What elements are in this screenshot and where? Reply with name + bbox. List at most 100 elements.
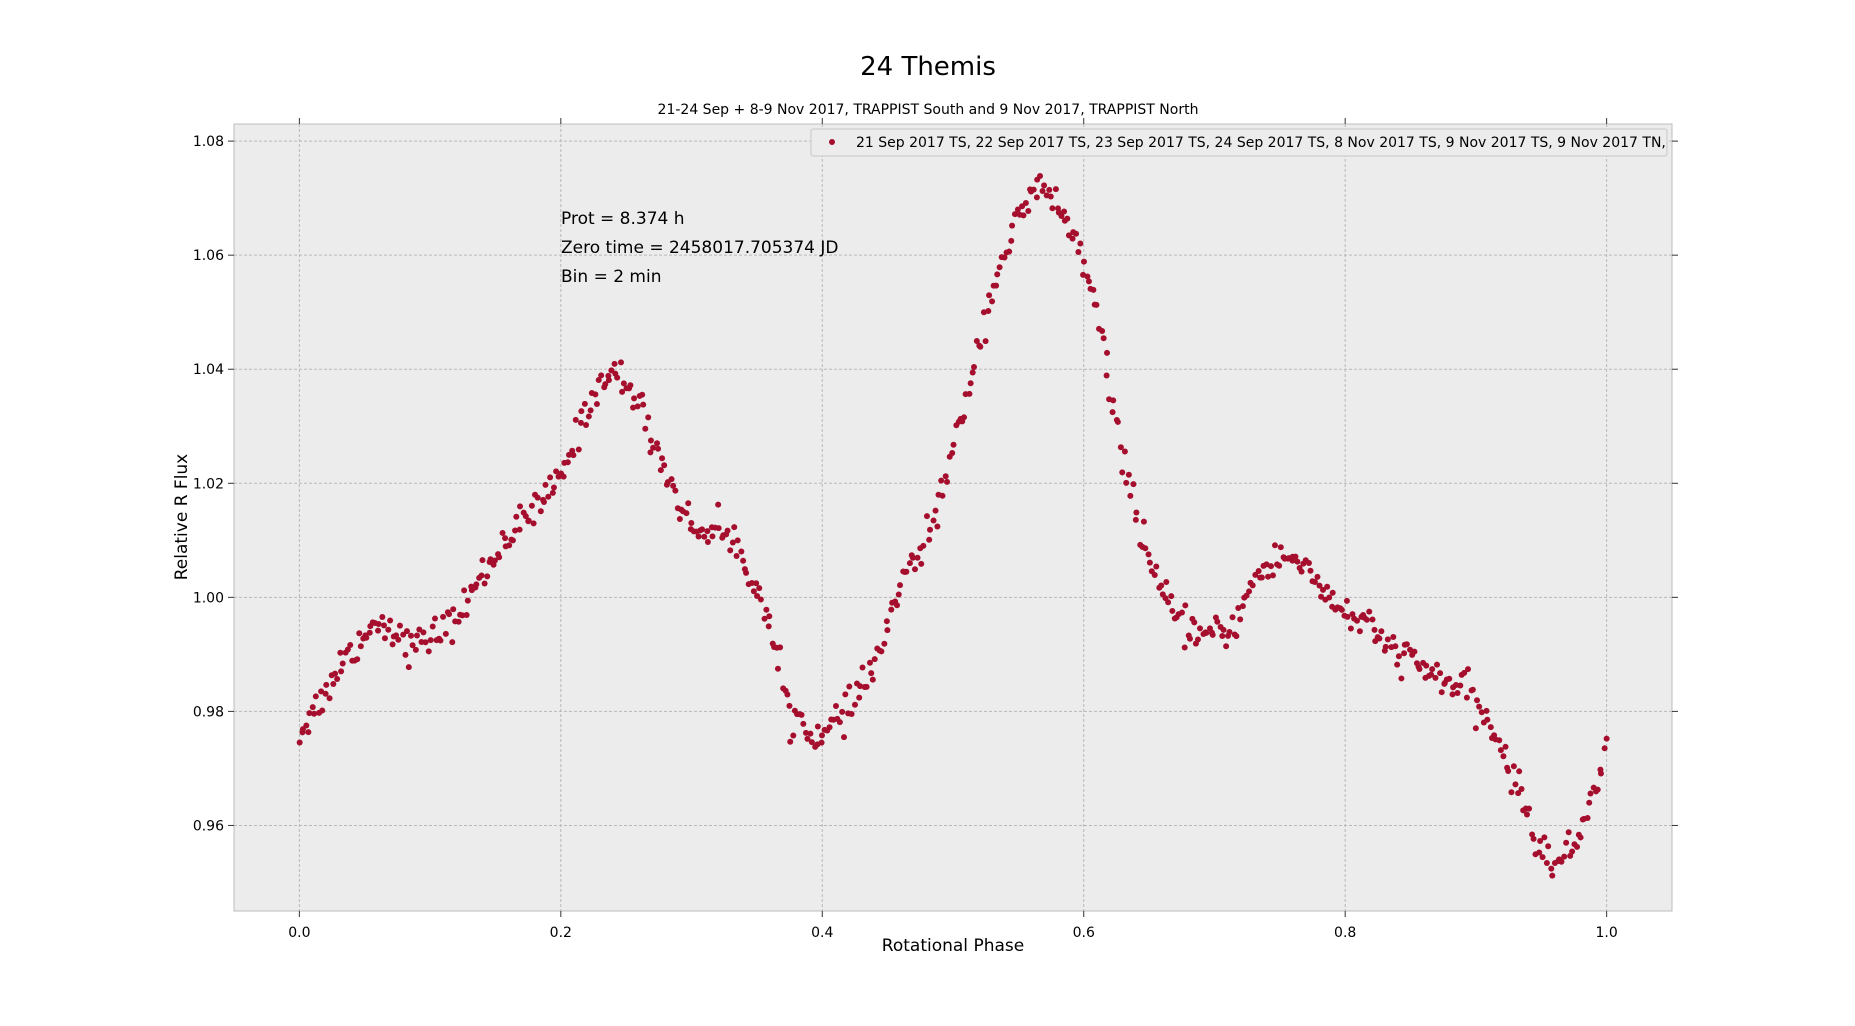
data-point xyxy=(967,380,974,387)
data-point xyxy=(1469,686,1476,693)
data-point xyxy=(1508,789,1515,796)
data-point xyxy=(499,529,506,536)
data-point xyxy=(1133,509,1140,516)
data-point xyxy=(1601,745,1608,752)
data-point xyxy=(647,449,654,456)
data-point xyxy=(484,573,491,580)
data-point xyxy=(509,537,516,544)
data-point xyxy=(1411,648,1418,655)
data-point xyxy=(642,425,649,432)
data-point xyxy=(857,683,864,690)
data-point xyxy=(1539,854,1546,861)
y-tick-label: 1.02 xyxy=(193,476,224,492)
data-point xyxy=(851,701,858,708)
data-point xyxy=(1461,669,1468,676)
data-point xyxy=(731,524,738,531)
data-point xyxy=(906,560,913,567)
data-point xyxy=(709,533,716,540)
chart-title: 24 Themis xyxy=(860,52,996,82)
data-point xyxy=(657,467,664,474)
data-point xyxy=(385,626,392,633)
data-point xyxy=(1563,839,1570,846)
data-point xyxy=(926,536,933,543)
data-point xyxy=(1505,768,1512,775)
data-point xyxy=(895,591,902,598)
data-point xyxy=(1429,666,1436,673)
annotation-text: Prot = 8.374 h Zero time = 2458017.70537… xyxy=(561,209,839,287)
data-point xyxy=(774,665,781,672)
data-point xyxy=(318,688,325,695)
data-point xyxy=(366,629,373,636)
data-point xyxy=(1020,212,1027,219)
data-point xyxy=(380,622,387,629)
data-point xyxy=(449,639,456,646)
data-point xyxy=(1145,551,1152,558)
data-point xyxy=(1530,835,1537,842)
data-point xyxy=(1329,589,1336,596)
data-point xyxy=(1449,691,1456,698)
data-point xyxy=(1314,573,1321,580)
data-point xyxy=(659,455,666,462)
data-point xyxy=(841,734,847,741)
data-point xyxy=(354,656,361,663)
data-point xyxy=(888,606,895,613)
data-point xyxy=(884,627,891,634)
data-point xyxy=(1378,628,1385,635)
data-point xyxy=(1194,636,1201,643)
data-point xyxy=(311,710,318,717)
data-point xyxy=(1294,558,1301,565)
data-point xyxy=(724,527,731,534)
data-point xyxy=(517,503,524,510)
data-point xyxy=(800,720,807,727)
data-point xyxy=(1561,853,1568,860)
data-point xyxy=(1168,593,1175,600)
data-point xyxy=(939,492,946,499)
data-point xyxy=(763,606,770,613)
data-point xyxy=(1158,582,1165,589)
data-point xyxy=(1008,237,1015,244)
data-point xyxy=(1437,670,1444,677)
data-point xyxy=(1252,571,1259,578)
data-point xyxy=(790,732,797,739)
x-axis-label: Rotational Phase xyxy=(882,936,1024,956)
data-point xyxy=(332,670,339,677)
data-point xyxy=(1127,492,1134,499)
data-point xyxy=(1085,278,1092,285)
data-point xyxy=(516,526,523,533)
data-point xyxy=(738,548,745,555)
data-point xyxy=(647,437,654,444)
data-point xyxy=(715,525,722,532)
data-point xyxy=(1178,609,1185,616)
data-point xyxy=(1502,743,1509,750)
annotation-bin: Bin = 2 min xyxy=(561,267,662,287)
data-point xyxy=(1526,805,1533,812)
data-point xyxy=(375,627,382,634)
data-point xyxy=(1123,479,1130,486)
data-point xyxy=(611,360,618,367)
data-point xyxy=(787,738,794,745)
data-point xyxy=(1483,707,1490,714)
data-point xyxy=(1363,616,1370,623)
data-point xyxy=(400,631,407,638)
data-point xyxy=(859,664,866,671)
data-point xyxy=(1369,616,1376,623)
y-tick-label: 0.96 xyxy=(193,818,224,834)
data-point xyxy=(581,400,588,407)
data-point xyxy=(949,450,956,457)
data-point xyxy=(1558,858,1565,865)
data-point xyxy=(1265,573,1272,580)
data-point xyxy=(1011,211,1018,218)
data-point xyxy=(1587,790,1594,797)
data-point xyxy=(1338,606,1345,613)
data-point xyxy=(1258,574,1265,581)
data-point xyxy=(396,622,403,629)
data-point xyxy=(973,337,980,344)
data-point xyxy=(1324,583,1331,590)
data-point xyxy=(479,557,486,564)
data-point xyxy=(932,507,939,514)
data-point xyxy=(437,637,444,644)
data-point xyxy=(1047,193,1054,200)
data-point xyxy=(1025,207,1032,214)
data-point xyxy=(403,628,410,635)
